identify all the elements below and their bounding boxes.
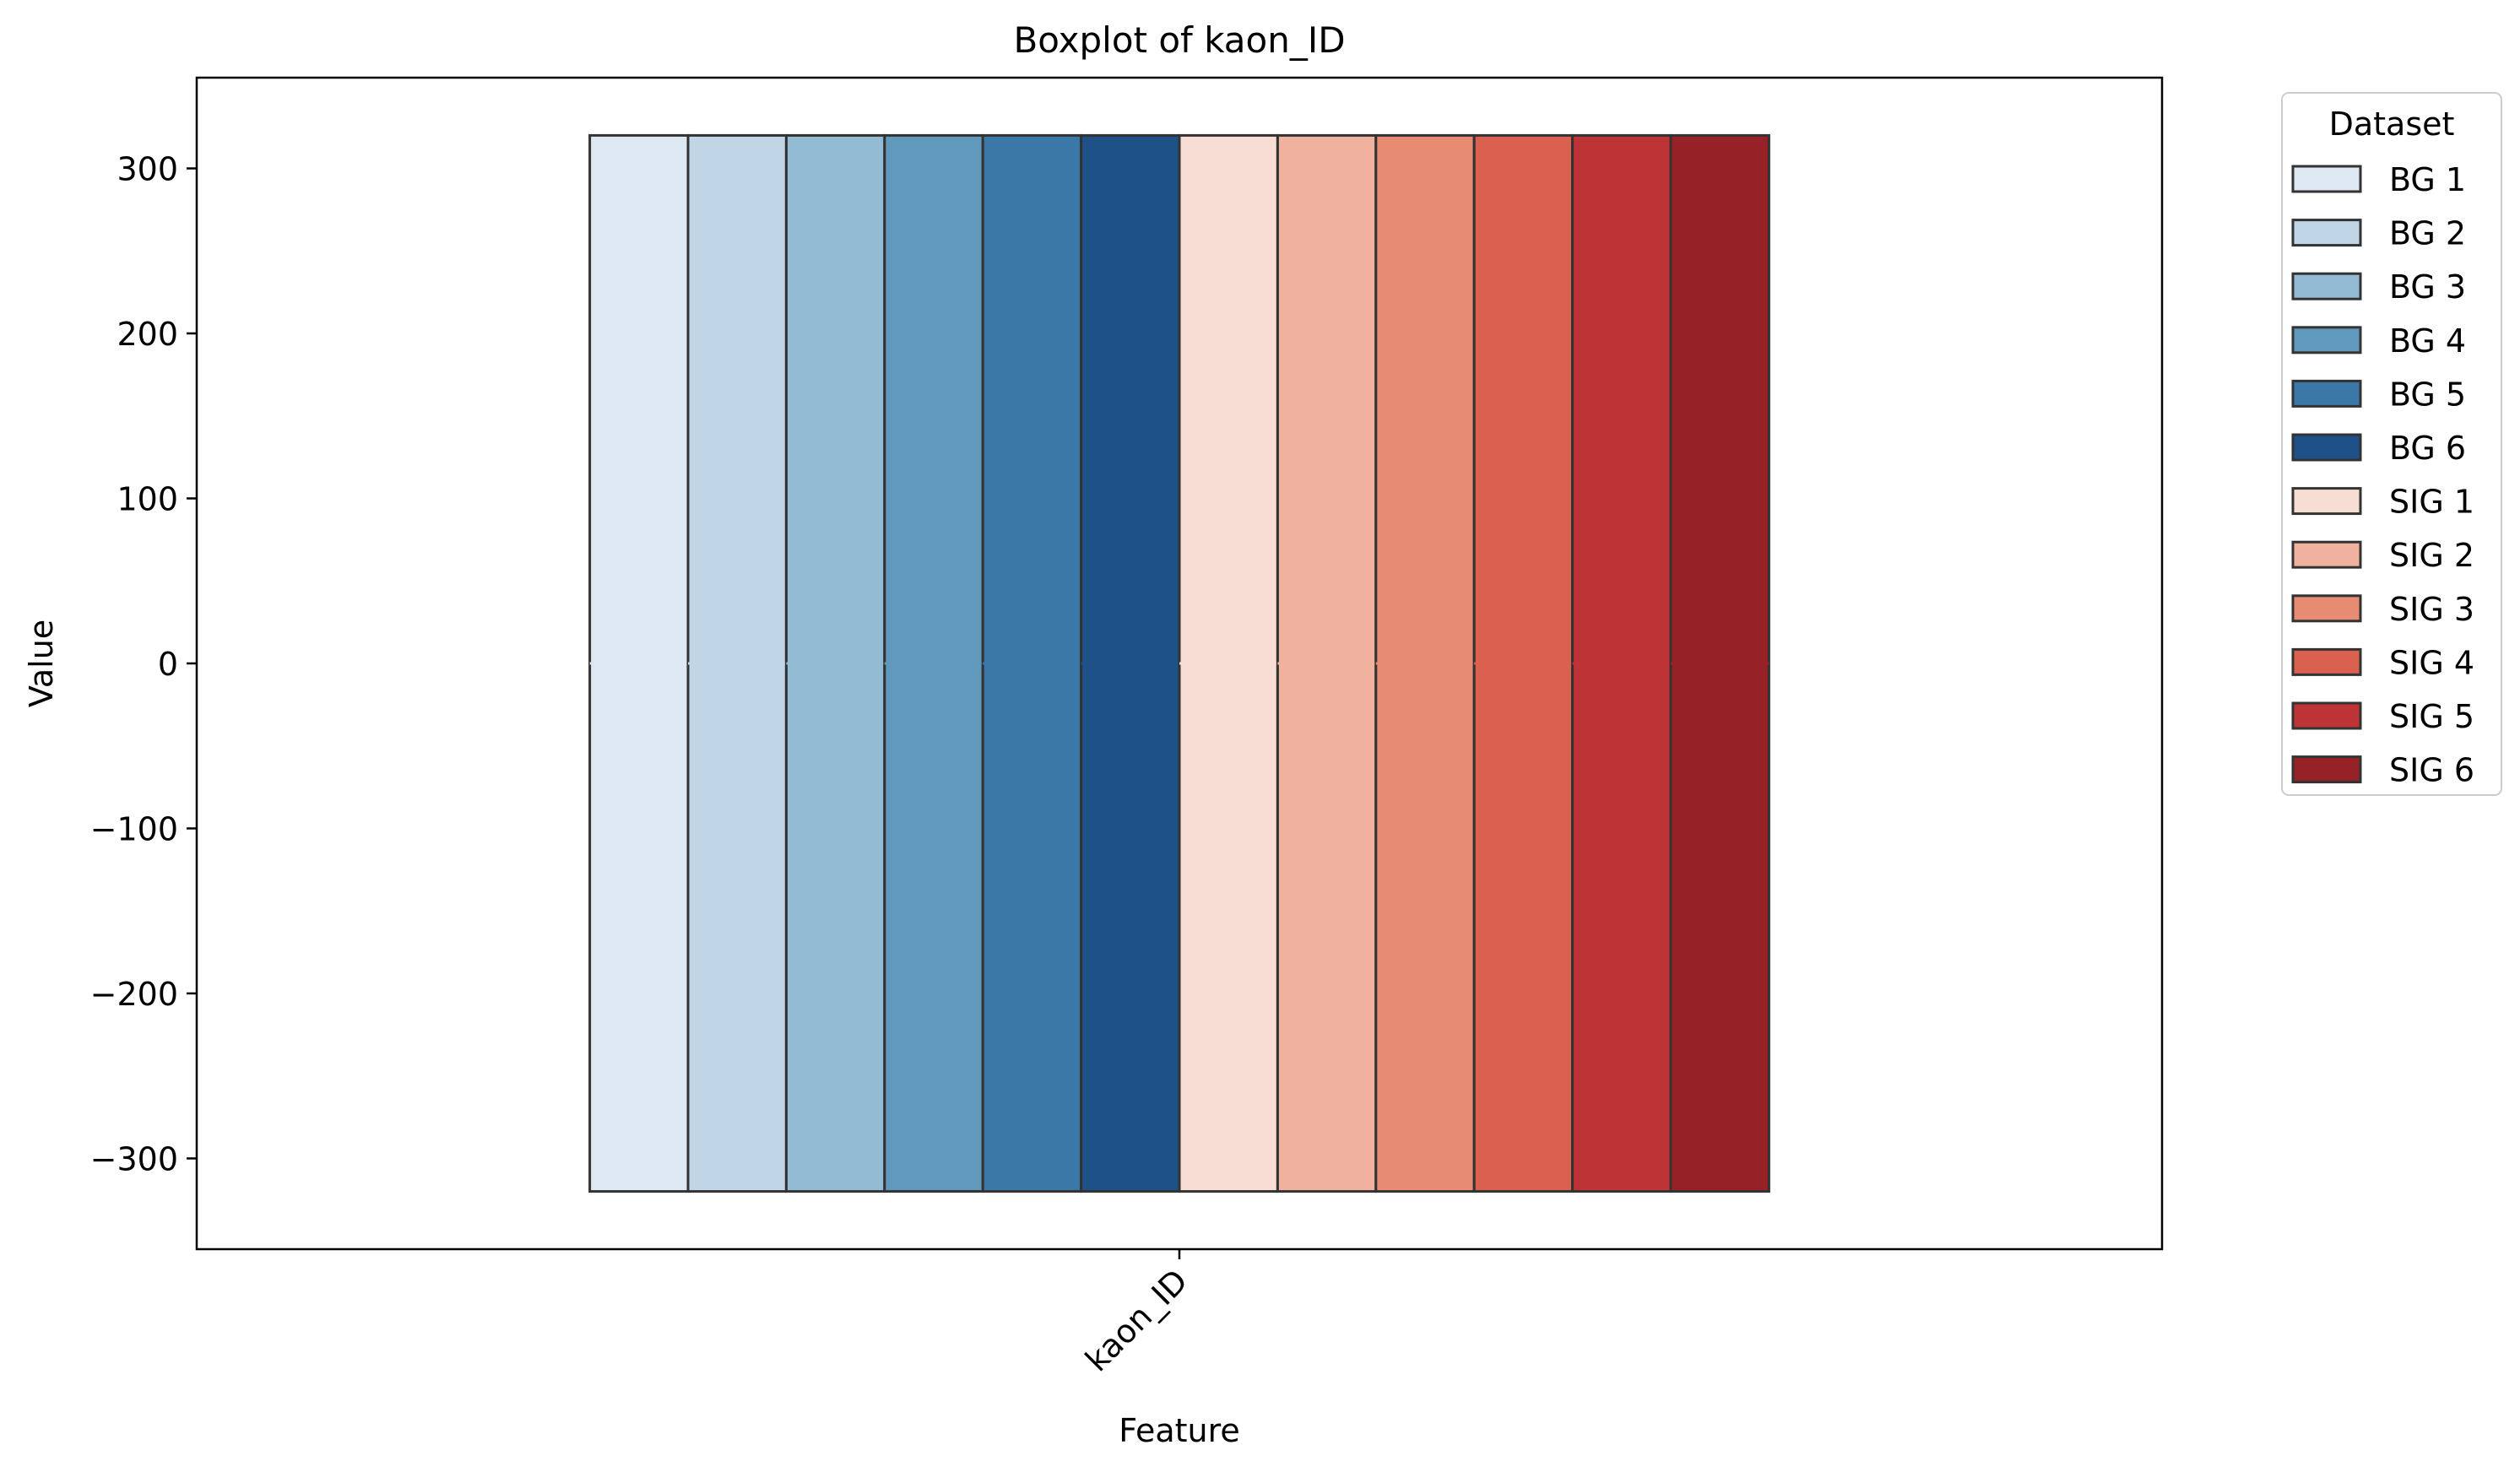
y-tick-label: 300 (117, 151, 178, 188)
legend-swatch (2291, 272, 2362, 300)
legend-label: SIG 6 (2389, 752, 2474, 789)
legend-title: Dataset (2329, 106, 2455, 143)
legend-swatch (2291, 540, 2362, 569)
legend-label: BG 2 (2389, 215, 2466, 252)
legend-label: BG 5 (2389, 376, 2466, 413)
legend-label: BG 3 (2389, 268, 2466, 306)
legend-label: BG 1 (2389, 161, 2466, 198)
y-tick-label: 200 (117, 316, 178, 353)
y-tick-label: −300 (90, 1140, 178, 1177)
legend-swatch (2291, 594, 2362, 623)
y-tick-label: −200 (90, 976, 178, 1013)
legend-swatch (2291, 487, 2362, 516)
y-axis-label: Value (23, 620, 60, 707)
legend-label: SIG 4 (2389, 644, 2474, 681)
legend-label: BG 6 (2389, 430, 2466, 467)
legend-items: BG 1 BG 2 BG 3 BG 4 BG 5 BG 6 SIG 1 SIG 2 SIG 3 S… (2291, 161, 2474, 789)
legend-swatch (2291, 379, 2362, 408)
chart-title: Boxplot of kaon_ID (1013, 19, 1345, 61)
legend-swatch (2291, 433, 2362, 462)
legend-swatch (2291, 219, 2362, 247)
box-group (588, 133, 1770, 1193)
legend-swatch (2291, 701, 2362, 730)
legend-swatch (2291, 165, 2362, 193)
y-axis-ticks: −300 −200 −100 0 100 200 300 (90, 151, 197, 1177)
legend-label: SIG 3 (2389, 591, 2474, 628)
legend-label: SIG 2 (2389, 537, 2474, 574)
legend-swatch (2291, 647, 2362, 676)
y-tick-label: 100 (117, 481, 178, 518)
legend-swatch (2291, 326, 2362, 354)
y-tick-label: 0 (158, 646, 178, 683)
x-axis-label: Feature (1119, 1412, 1240, 1449)
y-tick-label: −100 (90, 810, 178, 847)
legend-label: BG 4 (2389, 322, 2466, 360)
legend-label: SIG 5 (2389, 698, 2474, 735)
legend-swatch (2291, 755, 2362, 784)
legend-label: SIG 1 (2389, 484, 2474, 521)
legend: Dataset BG 1 BG 2 BG 3 BG 4 BG 5 BG 6 SIG 1 SIG… (2281, 92, 2502, 796)
